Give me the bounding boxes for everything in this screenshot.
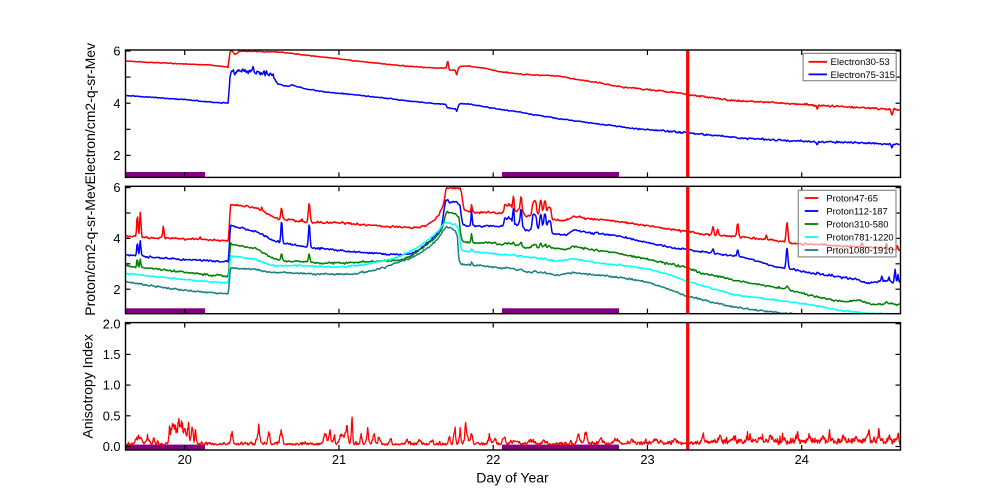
svg-text:4: 4 bbox=[113, 231, 120, 246]
svg-text:23: 23 bbox=[640, 452, 654, 467]
svg-text:0.5: 0.5 bbox=[103, 408, 121, 423]
svg-text:21: 21 bbox=[332, 452, 346, 467]
svg-text:1.0: 1.0 bbox=[103, 378, 121, 393]
svg-text:Electron75-315: Electron75-315 bbox=[831, 70, 895, 81]
svg-text:Proton112-187: Proton112-187 bbox=[826, 205, 887, 216]
svg-text:2: 2 bbox=[113, 282, 120, 297]
svg-text:Anisotropy Index: Anisotropy Index bbox=[80, 334, 96, 438]
svg-text:Day of Year: Day of Year bbox=[476, 470, 549, 486]
svg-text:20: 20 bbox=[178, 452, 192, 467]
svg-text:2.0: 2.0 bbox=[103, 316, 121, 331]
svg-text:Prton1080-1910: Prton1080-1910 bbox=[826, 244, 893, 255]
svg-text:0.0: 0.0 bbox=[103, 439, 121, 454]
svg-text:Proton310-580: Proton310-580 bbox=[826, 218, 888, 229]
svg-text:22: 22 bbox=[486, 452, 500, 467]
svg-text:Electron/cm2-q-sr-Mev: Electron/cm2-q-sr-Mev bbox=[82, 43, 98, 185]
svg-text:Proton47-65: Proton47-65 bbox=[826, 192, 878, 203]
svg-text:1.5: 1.5 bbox=[103, 347, 121, 362]
svg-text:Electron30-53: Electron30-53 bbox=[831, 57, 890, 68]
svg-text:4: 4 bbox=[113, 96, 120, 111]
svg-text:Proton/cm2-q-sr-Mev: Proton/cm2-q-sr-Mev bbox=[82, 184, 98, 315]
svg-text:2: 2 bbox=[113, 148, 120, 163]
svg-text:6: 6 bbox=[113, 44, 120, 59]
svg-text:Proton781-1220: Proton781-1220 bbox=[826, 231, 893, 242]
svg-text:24: 24 bbox=[795, 452, 809, 467]
svg-text:6: 6 bbox=[113, 180, 120, 195]
